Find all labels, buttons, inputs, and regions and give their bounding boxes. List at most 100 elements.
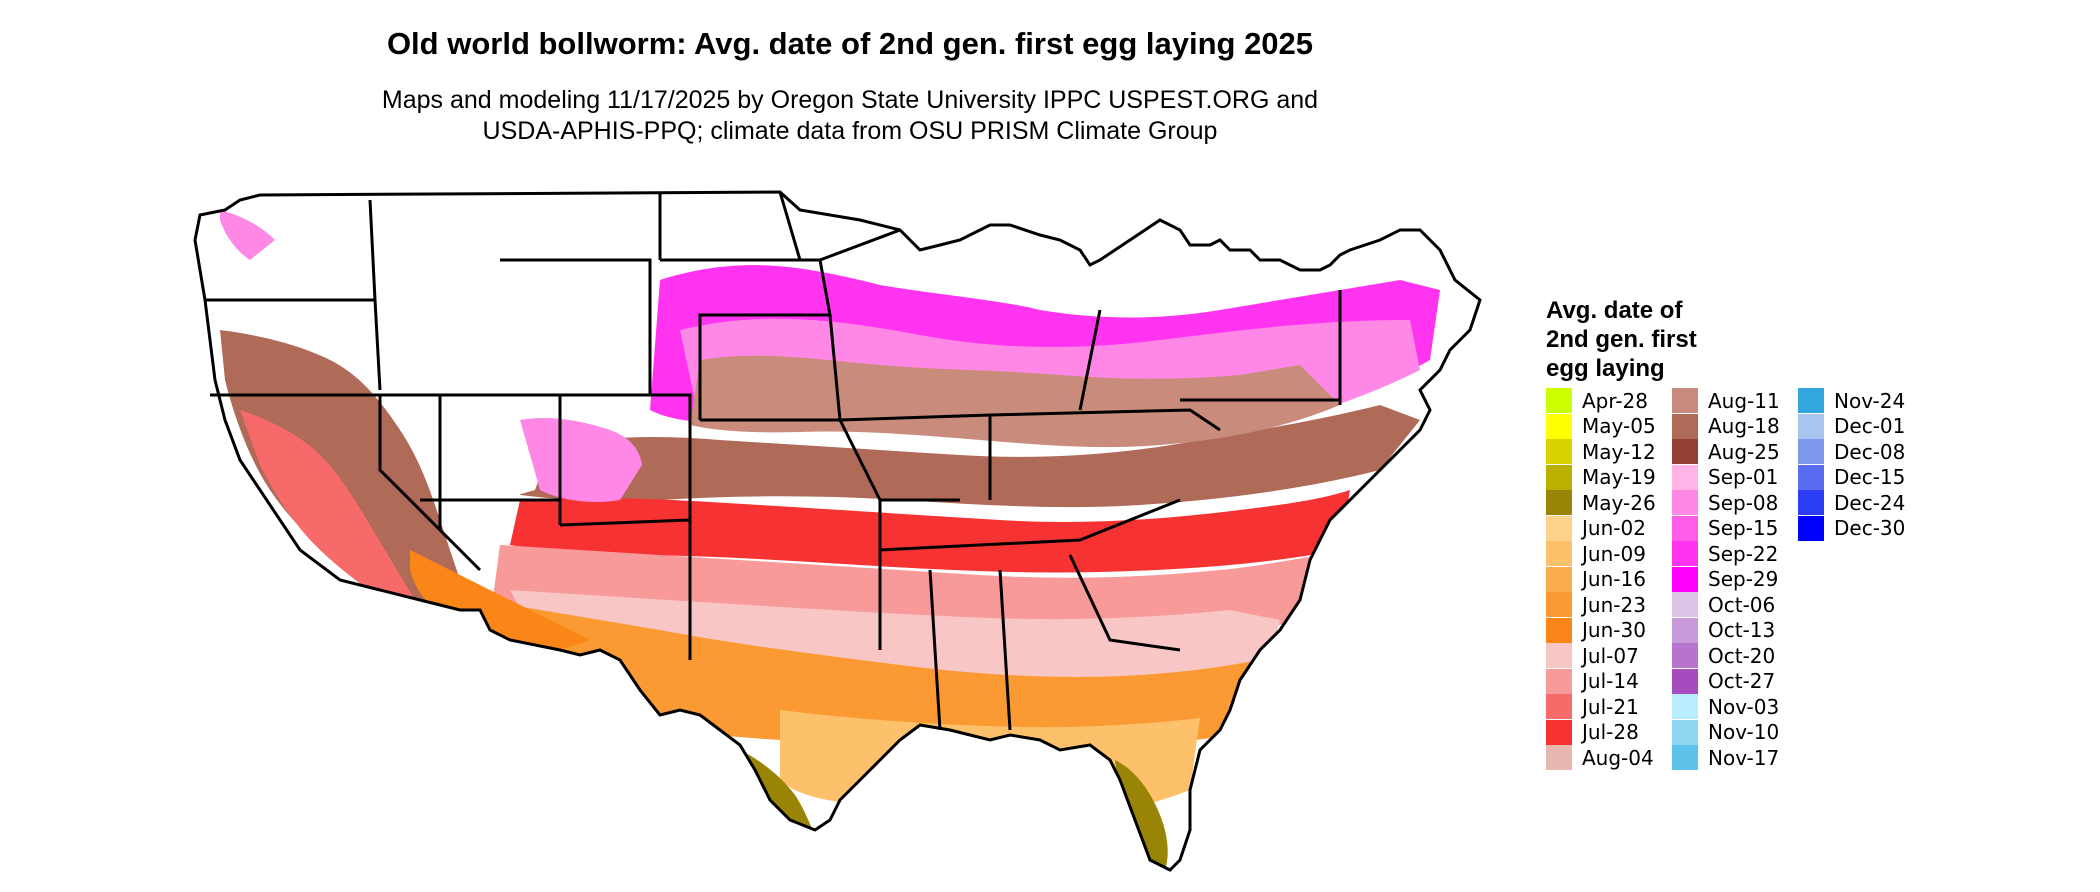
legend-label: Nov-17 [1708, 745, 1780, 770]
legend-item: Jul-21 [1546, 694, 1639, 719]
legend-item: Jul-14 [1546, 668, 1639, 694]
legend-swatch [1546, 668, 1572, 694]
legend-swatch [1546, 617, 1572, 643]
legend-swatch [1546, 464, 1572, 490]
legend-item: Nov-24 [1798, 388, 1905, 413]
map-subtitle-line2: USDA-APHIS-PPQ; climate data from OSU PR… [482, 117, 1218, 145]
legend-item: Dec-24 [1798, 490, 1905, 515]
legend-item: Nov-03 [1672, 694, 1779, 719]
legend-label: Sep-22 [1708, 541, 1779, 566]
legend-label: Oct-06 [1708, 592, 1776, 617]
legend-item: Aug-18 [1672, 413, 1780, 439]
legend-title-line: 2nd gen. first [1546, 326, 1697, 353]
legend-swatch [1672, 668, 1698, 694]
legend-label: Sep-01 [1708, 465, 1779, 489]
legend-swatch [1672, 490, 1698, 515]
legend-label: Jul-21 [1582, 694, 1639, 719]
legend-item: Aug-04 [1546, 745, 1654, 770]
legend-item: Jun-23 [1546, 592, 1646, 617]
legend-label: Apr-28 [1582, 388, 1648, 413]
legend-swatch [1672, 515, 1698, 541]
legend-item: Dec-08 [1798, 439, 1905, 464]
legend-item: Sep-15 [1672, 515, 1779, 541]
legend-item: May-19 [1546, 464, 1656, 490]
legend-item: Nov-10 [1672, 719, 1780, 745]
legend-item: Oct-20 [1672, 643, 1775, 668]
legend-swatch [1546, 719, 1572, 745]
legend-item: Jun-02 [1546, 515, 1646, 541]
legend-item: Jun-09 [1546, 541, 1646, 566]
legend-label: Jun-30 [1582, 618, 1646, 642]
legend-swatch [1546, 694, 1572, 719]
legend-swatch [1798, 388, 1824, 413]
map-title: Old world bollworm: Avg. date of 2nd gen… [386, 26, 1314, 61]
legend-label: May-12 [1582, 439, 1656, 464]
legend-item: Dec-15 [1798, 464, 1905, 490]
legend-label: Jun-16 [1582, 567, 1646, 591]
legend-item: Aug-11 [1672, 388, 1780, 413]
legend-swatch [1798, 413, 1824, 439]
legend-title-line: Avg. date of [1546, 297, 1683, 324]
legend-item: Oct-13 [1672, 617, 1775, 643]
legend-label: Jun-23 [1582, 592, 1646, 617]
legend-title-line: egg laying [1546, 355, 1665, 382]
legend-swatch [1546, 490, 1572, 515]
legend-label: Jul-07 [1582, 643, 1639, 668]
legend-label: Dec-08 [1834, 439, 1906, 464]
legend-label: Aug-25 [1708, 439, 1780, 464]
legend-swatch [1546, 541, 1572, 566]
legend-item: Sep-29 [1672, 566, 1778, 592]
legend-swatch [1798, 464, 1824, 490]
legend-label: Oct-27 [1708, 669, 1776, 693]
legend-swatch [1546, 566, 1572, 592]
legend-swatch [1672, 388, 1698, 413]
legend-swatch [1546, 388, 1572, 413]
legend-swatch [1672, 439, 1698, 464]
legend-swatch [1672, 643, 1698, 668]
legend-label: Nov-03 [1708, 694, 1780, 719]
legend-swatch [1672, 566, 1698, 592]
legend-item: Sep-08 [1672, 490, 1778, 515]
legend-label: Jul-28 [1582, 720, 1639, 744]
legend-label: Sep-15 [1708, 516, 1779, 540]
legend-swatch [1546, 643, 1572, 668]
legend-item: May-05 [1546, 413, 1656, 439]
legend-label: Nov-10 [1708, 720, 1780, 744]
legend-swatch [1672, 464, 1698, 490]
legend-label: Oct-20 [1708, 643, 1776, 668]
map-subtitle-line1: Maps and modeling 11/17/2025 by Oregon S… [381, 86, 1319, 114]
legend-label: Dec-24 [1834, 490, 1906, 515]
legend-item: Oct-06 [1672, 592, 1775, 617]
legend-item: Nov-17 [1672, 745, 1779, 770]
legend-item: Jul-28 [1546, 719, 1639, 745]
legend-swatch [1672, 413, 1698, 439]
legend-swatch [1546, 592, 1572, 617]
legend-label: May-26 [1582, 490, 1656, 515]
legend-label: Jun-09 [1582, 541, 1646, 566]
legend-label: Dec-30 [1834, 516, 1906, 540]
legend-swatch [1798, 439, 1824, 464]
legend-item: Jun-30 [1546, 617, 1646, 643]
legend-swatch [1672, 541, 1698, 566]
legend-label: Nov-24 [1834, 388, 1906, 413]
legend-label: Aug-18 [1708, 414, 1780, 438]
legend-swatch [1672, 592, 1698, 617]
legend-swatch [1798, 490, 1824, 515]
legend-item: Aug-25 [1672, 439, 1780, 464]
legend-swatch [1672, 617, 1698, 643]
legend-item: Sep-01 [1672, 464, 1779, 490]
legend-label: May-19 [1582, 465, 1656, 489]
legend-item: Jun-16 [1546, 566, 1646, 592]
legend-label: Aug-04 [1582, 745, 1654, 770]
legend-swatch [1672, 745, 1698, 770]
legend-item: Apr-28 [1546, 388, 1648, 413]
legend-item: Dec-01 [1798, 413, 1905, 439]
state-borders [193, 190, 1482, 872]
legend-item: Sep-22 [1672, 541, 1778, 566]
legend-label: Jun-02 [1582, 516, 1646, 540]
raster-bands [195, 192, 1480, 870]
legend-title: Avg. date of 2nd gen. first egg laying [1546, 296, 1697, 383]
legend-label: Jul-14 [1582, 669, 1639, 693]
legend-item: Oct-27 [1672, 668, 1776, 694]
legend-item: Dec-30 [1798, 515, 1906, 541]
